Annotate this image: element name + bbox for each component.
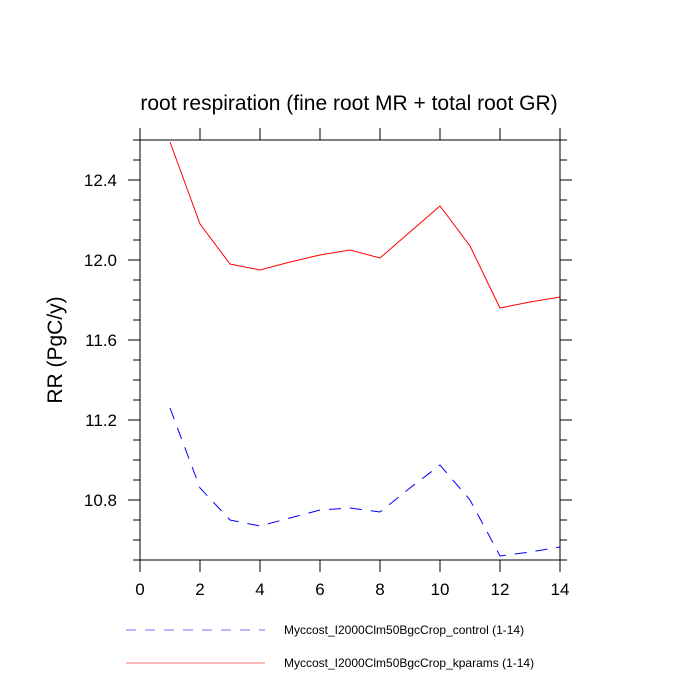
x-tick-label: 14 [551,580,570,599]
legend: Myccost_I2000Clm50BgcCrop_control (1-14)… [126,623,534,670]
plot-frame [139,139,561,561]
series-line-1 [169,141,561,309]
x-tick-label: 6 [315,580,324,599]
y-tick-label: 11.2 [85,411,117,430]
x-tick-label: 4 [255,580,264,599]
x-tick-label: 10 [431,580,450,599]
y-tick-label: 10.8 [84,491,117,510]
y-tick-label: 11.6 [85,331,117,350]
y-axis-label: RR (PgC/y) [44,296,67,403]
series-line-0 [169,407,561,557]
x-tick-label: 12 [491,580,510,599]
y-tick-label: 12.4 [84,171,117,190]
legend-label: Myccost_I2000Clm50BgcCrop_control (1-14) [284,623,524,637]
x-tick-label: 0 [135,580,144,599]
x-tick-label: 2 [195,580,204,599]
chart-title: root respiration (fine root MR + total r… [140,92,557,115]
x-tick-label: 8 [375,580,384,599]
legend-label: Myccost_I2000Clm50BgcCrop_kparams (1-14) [284,656,534,670]
y-tick-label: 12.0 [84,251,117,270]
